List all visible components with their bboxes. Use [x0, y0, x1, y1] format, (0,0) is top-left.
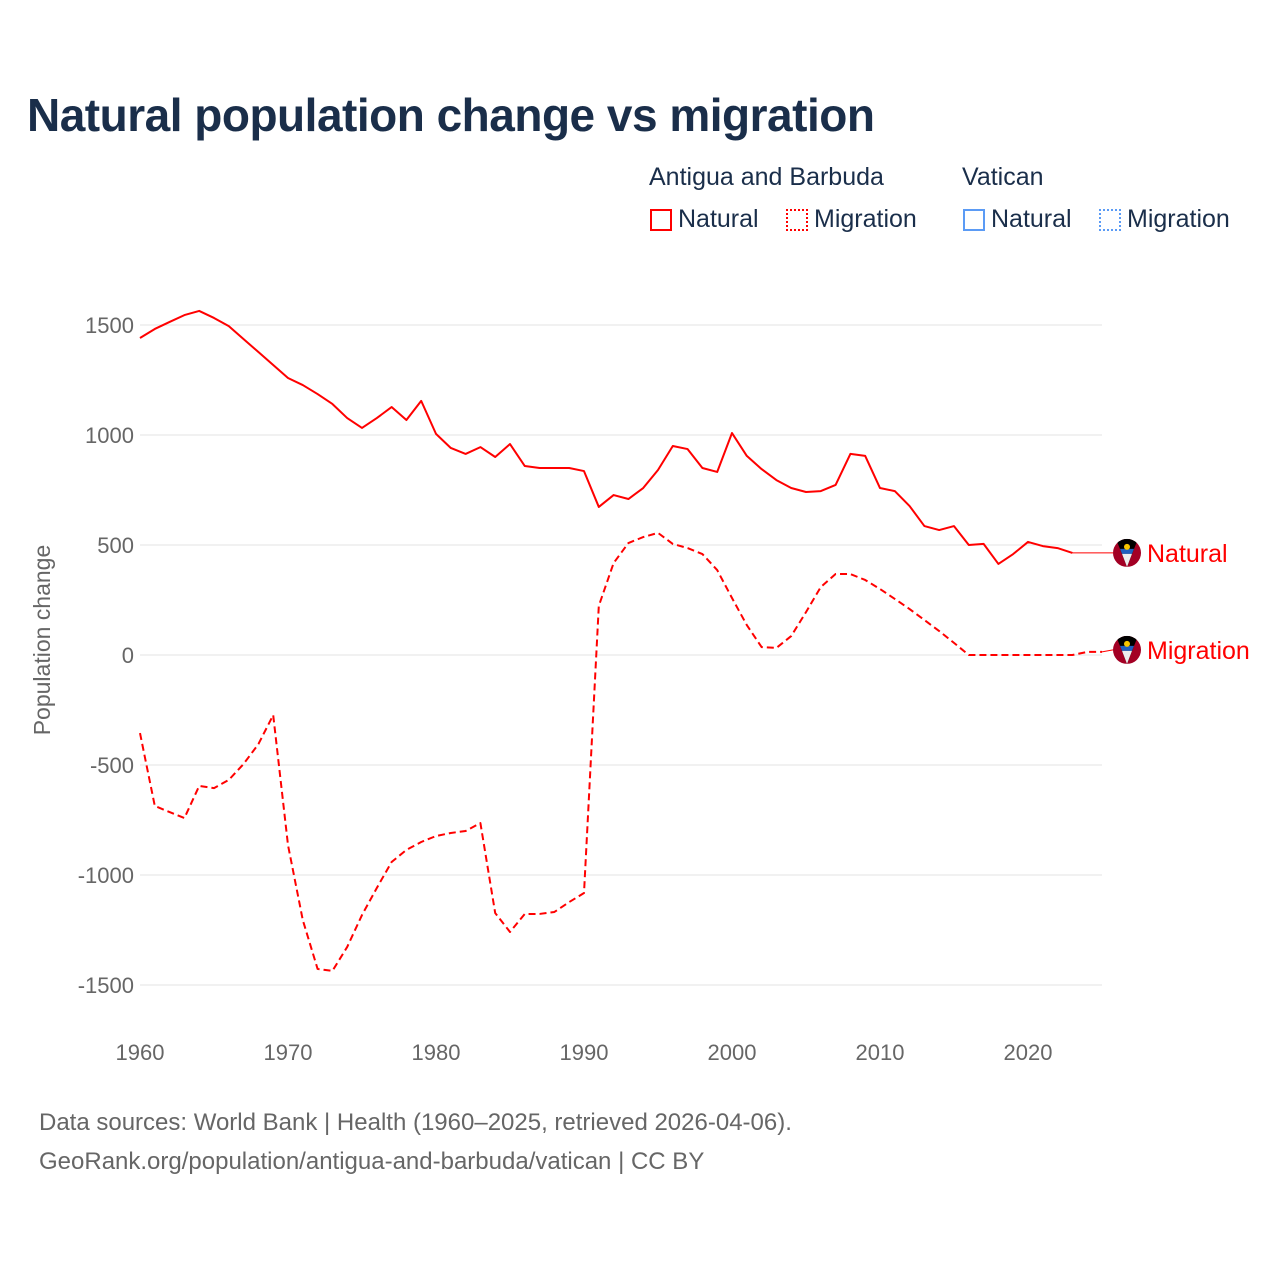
end-connector	[1101, 649, 1114, 653]
x-tick-label: 2010	[856, 1040, 905, 1065]
legend-swatch-dotted-icon	[1099, 208, 1121, 231]
y-tick-label: 1000	[85, 423, 134, 448]
flag-body	[1113, 635, 1141, 664]
flag-white	[1122, 650, 1132, 664]
x-tick-label: 1980	[412, 1040, 461, 1065]
legend-group-antigua: Antigua and Barbuda	[649, 163, 884, 191]
x-tick-label: 1960	[116, 1040, 165, 1065]
legend-item-antigua-natural[interactable]: Natural	[650, 205, 759, 234]
legend-item-antigua-migration[interactable]: Migration	[786, 205, 917, 234]
flag-body	[1113, 538, 1141, 567]
legend-item-vatican-natural[interactable]: Natural	[963, 205, 1072, 234]
footer-sources: Data sources: World Bank | Health (1960–…	[39, 1109, 792, 1136]
x-tick-label: 2020	[1004, 1040, 1053, 1065]
flag-sun	[1124, 640, 1130, 647]
y-tick-label: -1500	[78, 973, 134, 998]
x-tick-label: 1990	[560, 1040, 609, 1065]
legend-label: Natural	[678, 205, 759, 233]
legend-group-vatican: Vatican	[962, 163, 1044, 191]
end-label-natural: Natural	[1147, 540, 1228, 568]
legend-swatch-dotted-icon	[786, 208, 808, 231]
y-axis-label: Population change	[29, 545, 55, 736]
y-tick-label: -500	[90, 753, 134, 778]
x-tick-label: 2000	[708, 1040, 757, 1065]
y-tick-label: 1500	[85, 313, 134, 338]
y-tick-label: 500	[97, 533, 134, 558]
flag-sun	[1124, 543, 1130, 550]
antigua-flag-icon	[1113, 635, 1141, 664]
chart-title: Natural population change vs migration	[27, 89, 875, 141]
end-label-migration: Migration	[1147, 637, 1250, 665]
legend-label: Natural	[991, 205, 1072, 233]
legend-swatch-solid-icon	[963, 208, 985, 231]
legend-swatch-solid-icon	[650, 208, 672, 231]
series-line-migration	[139, 531, 1102, 972]
legend-item-vatican-migration[interactable]: Migration	[1099, 205, 1230, 234]
y-tick-label: -1000	[78, 863, 134, 888]
flag-blue	[1120, 645, 1134, 651]
flag-white	[1122, 553, 1132, 567]
footer-link[interactable]: GeoRank.org/population/antigua-and-barbu…	[39, 1148, 705, 1175]
series-line-natural	[139, 309, 1073, 565]
y-tick-label: 0	[122, 643, 134, 668]
legend-label: Migration	[814, 205, 917, 233]
antigua-flag-icon	[1113, 538, 1141, 567]
flag-blue	[1120, 548, 1134, 554]
x-tick-label: 1970	[264, 1040, 313, 1065]
legend-label: Migration	[1127, 205, 1230, 233]
